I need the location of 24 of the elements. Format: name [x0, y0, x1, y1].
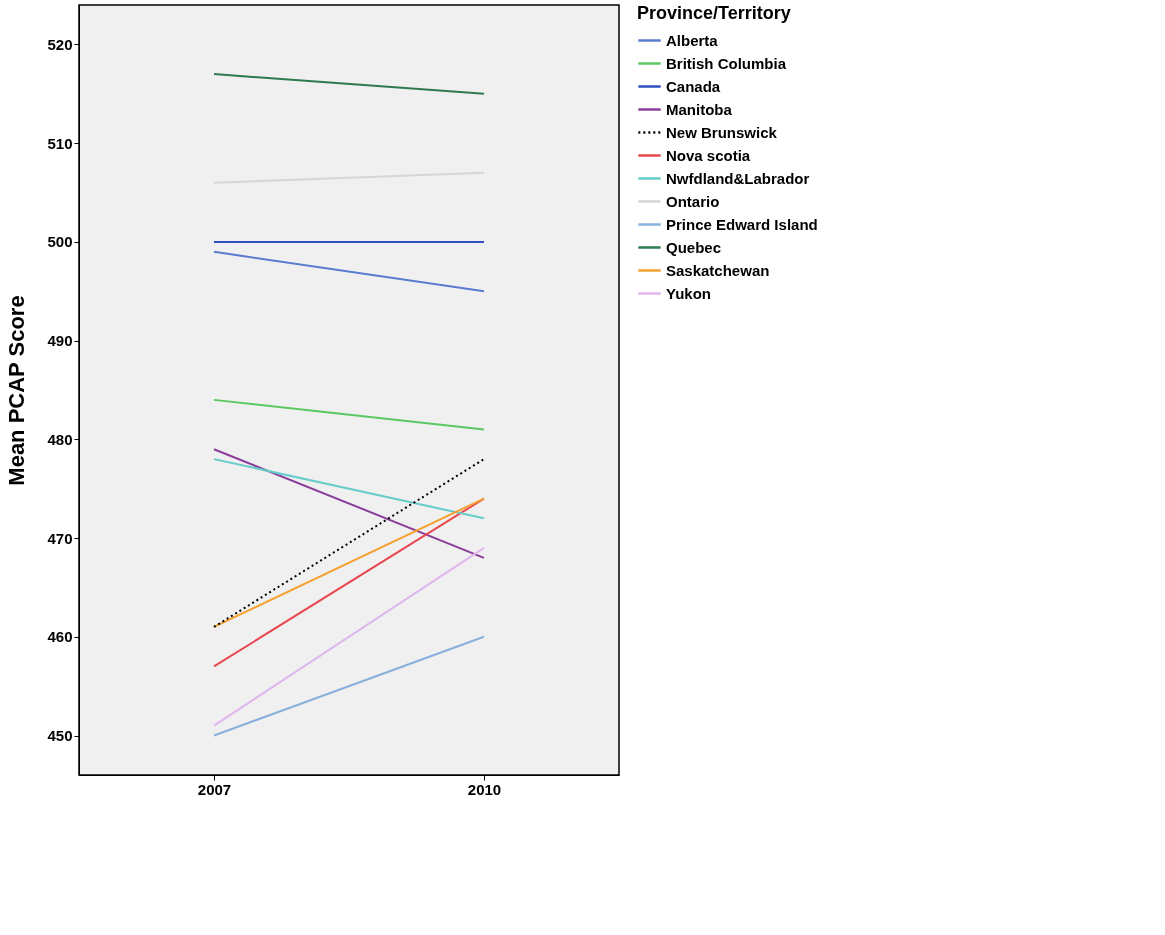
- y-axis-title: Mean PCAP Score: [4, 295, 30, 486]
- y-tick-label: 520: [47, 35, 73, 53]
- y-tick-label: 470: [47, 529, 73, 547]
- x-tick-label: 2010: [467, 780, 502, 798]
- y-tick-label: 490: [47, 332, 73, 350]
- legend-label: British Columbia: [666, 54, 787, 72]
- legend-label: Ontario: [666, 192, 720, 210]
- legend-label: Quebec: [666, 238, 722, 256]
- x-tick-label: 2007: [197, 780, 232, 798]
- y-tick-label: 510: [47, 134, 73, 152]
- legend-label: Nwfdland&Labrador: [666, 169, 810, 187]
- y-tick-label: 480: [47, 430, 73, 448]
- legend-label: Manitoba: [666, 100, 733, 118]
- legend-label: Canada: [666, 77, 721, 95]
- y-tick-label: 500: [47, 233, 73, 251]
- legend-title: Province/Territory: [637, 3, 791, 23]
- legend-label: Nova scotia: [666, 146, 751, 164]
- legend-label: Yukon: [666, 284, 712, 302]
- y-tick-label: 460: [47, 628, 73, 646]
- legend-label: Alberta: [666, 31, 719, 49]
- legend-label: Prince Edward Island: [666, 215, 818, 233]
- legend-label: Saskatchewan: [666, 261, 770, 279]
- y-tick-label: 450: [47, 727, 73, 745]
- legend-label: New Brunswick: [666, 123, 778, 141]
